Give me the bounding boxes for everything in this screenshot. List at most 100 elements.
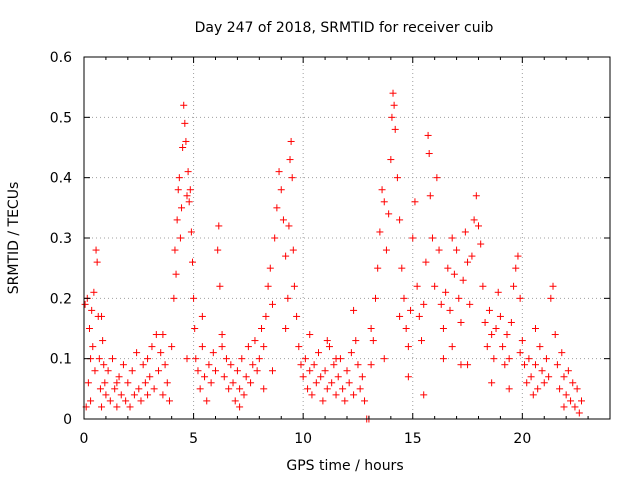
data-point	[184, 168, 192, 176]
data-point	[106, 397, 114, 405]
data-point	[453, 246, 461, 254]
y-axis-ticks: 0 0.1 0.2 0.3 0.4 0.5 0.6	[50, 50, 610, 428]
data-point	[268, 300, 276, 308]
data-point	[450, 270, 458, 278]
data-point	[288, 174, 296, 182]
data-point	[236, 385, 244, 393]
data-point	[428, 234, 436, 242]
data-point	[393, 174, 401, 182]
data-point	[409, 234, 417, 242]
data-point	[192, 355, 200, 363]
data-point	[571, 403, 579, 411]
data-point	[413, 282, 421, 290]
data-point	[186, 186, 194, 194]
data-point	[560, 373, 568, 381]
data-point	[433, 174, 441, 182]
data-point	[251, 337, 259, 345]
data-point	[481, 318, 489, 326]
data-point	[380, 198, 388, 206]
data-point	[216, 282, 224, 290]
data-point	[521, 361, 529, 369]
data-point	[146, 373, 154, 381]
data-point	[578, 397, 586, 405]
data-point	[137, 397, 145, 405]
data-point	[378, 186, 386, 194]
data-point	[444, 264, 452, 272]
data-point	[185, 198, 193, 206]
data-point	[141, 379, 149, 387]
data-point	[297, 361, 305, 369]
data-point	[464, 361, 472, 369]
data-point	[308, 391, 316, 399]
data-point	[289, 246, 297, 254]
data-point	[499, 343, 507, 351]
y-tick-label: 0.4	[50, 171, 72, 187]
data-point	[437, 300, 445, 308]
data-point	[91, 367, 99, 375]
data-point	[115, 373, 123, 381]
data-point	[218, 331, 226, 339]
data-point	[284, 294, 292, 302]
data-point	[135, 385, 143, 393]
data-point	[98, 312, 106, 320]
data-point	[472, 192, 480, 200]
data-point	[198, 312, 206, 320]
data-point	[196, 385, 204, 393]
data-point	[96, 385, 104, 393]
data-point	[111, 385, 119, 393]
data-point	[461, 228, 469, 236]
data-point	[398, 264, 406, 272]
data-point	[523, 379, 531, 387]
data-point	[553, 361, 561, 369]
data-point	[148, 343, 156, 351]
x-tick-label: 5	[189, 431, 198, 447]
data-point	[203, 397, 211, 405]
data-point	[260, 385, 268, 393]
data-point	[174, 186, 182, 194]
data-point	[240, 391, 248, 399]
data-point	[100, 361, 108, 369]
data-point	[242, 373, 250, 381]
data-point	[488, 379, 496, 387]
data-point	[510, 282, 518, 290]
data-point	[262, 312, 270, 320]
data-point	[180, 101, 188, 109]
data-point	[514, 252, 522, 260]
data-point	[575, 409, 583, 417]
data-point	[420, 391, 428, 399]
data-point	[312, 379, 320, 387]
data-point	[542, 355, 550, 363]
data-point	[258, 325, 266, 332]
data-point	[330, 361, 338, 369]
x-tick-label: 15	[404, 431, 422, 447]
data-point	[332, 355, 340, 363]
data-point	[159, 331, 167, 339]
data-point	[215, 222, 223, 230]
data-point	[178, 204, 186, 212]
data-point	[475, 222, 482, 230]
data-point	[376, 228, 384, 236]
data-point	[534, 385, 542, 393]
data-point	[501, 361, 509, 369]
data-point	[130, 391, 138, 399]
data-point	[90, 288, 98, 296]
data-point	[347, 349, 355, 357]
data-point	[220, 373, 228, 381]
data-point	[119, 361, 127, 369]
data-point	[424, 131, 432, 139]
data-point	[485, 306, 493, 314]
data-point	[562, 391, 570, 399]
data-point	[545, 373, 553, 381]
data-point	[187, 228, 195, 236]
data-point	[556, 385, 564, 393]
data-point	[457, 318, 465, 326]
data-point	[101, 379, 109, 387]
data-point	[457, 361, 465, 369]
data-point	[358, 373, 366, 381]
y-tick-label: 0.1	[50, 352, 72, 368]
data-point	[431, 282, 439, 290]
data-point	[518, 337, 526, 345]
data-point	[573, 385, 581, 393]
data-point	[464, 258, 472, 266]
data-point	[277, 186, 285, 194]
